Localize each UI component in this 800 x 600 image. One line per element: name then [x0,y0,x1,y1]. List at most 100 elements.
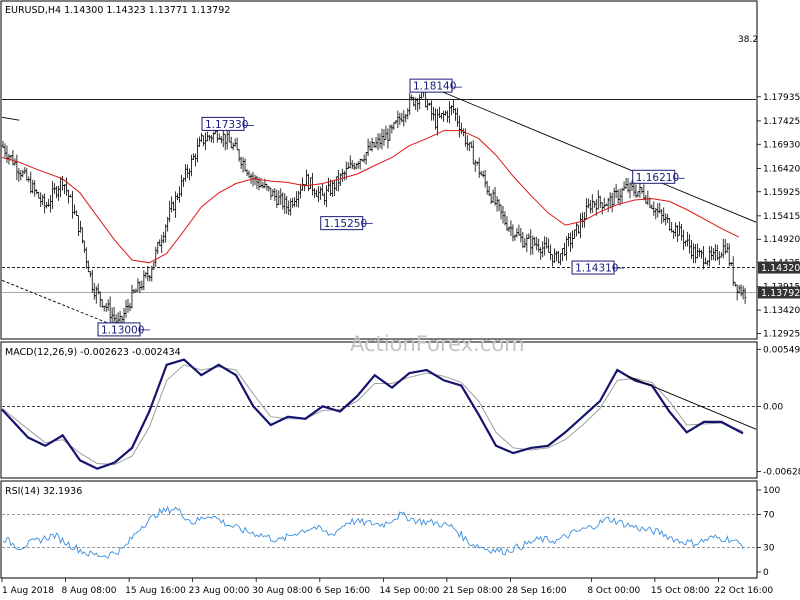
ohlc-bar [456,108,459,127]
ohlc-bar [442,111,445,122]
ohlc-bar [460,123,463,134]
ohlc-bar [555,251,558,262]
ohlc-bar [641,187,644,194]
ohlc-bar [29,172,32,194]
ohlc-bar [49,195,52,213]
ohlc-bar [718,251,721,265]
macd-y-tick-label: 0.00 [763,402,783,412]
ohlc-bar [20,170,23,180]
ohlc-bar [448,101,451,123]
trendline-stub [2,117,19,120]
ohlc-bar [311,173,314,195]
macd-panel-title: MACD(12,26,9) -0.002623 -0.002434 [5,347,181,358]
ohlc-bar [6,146,9,163]
ohlc-bar [238,149,241,162]
ohlc-bar [722,239,725,259]
ohlc-bar [478,158,481,178]
ohlc-bar [75,210,78,215]
ohlc-bar [440,113,443,119]
ohlc-bar [531,236,534,255]
ohlc-bar [466,135,469,150]
ohlc-bar [625,178,628,189]
ohlc-bar [347,162,350,169]
ohlc-bar [408,93,411,115]
macd-y-tick-label: -0.006282 [763,468,800,478]
ohlc-bar [728,243,731,266]
ohlc-bar [458,116,461,138]
ohlc-bar [403,110,406,126]
ohlc-bar [176,193,179,200]
ohlc-bar [508,226,511,232]
ohlc-bar [379,134,382,149]
ohlc-bar [406,108,409,119]
price-y-tick-label: 1.16930 [763,140,800,150]
ohlc-bar [647,191,650,206]
ohlc-bar [502,206,505,224]
rsi-panel-frame [1,481,757,578]
ohlc-bar [694,244,697,263]
ohlc-bar [244,159,247,172]
ohlc-bar [141,281,144,291]
x-tick-label: 6 Sep 16:00 [316,586,371,596]
ohlc-bar [154,247,157,267]
ohlc-bar [464,128,467,146]
ohlc-bar [262,182,265,189]
ohlc-bar [549,244,552,260]
ohlc-bar [404,114,407,123]
ohlc-bar [571,230,574,248]
ohlc-bar [601,202,604,214]
ohlc-bar [285,196,288,214]
ohlc-bar [240,157,243,169]
ohlc-bar [272,189,275,196]
ohlc-bar [145,272,148,278]
ohlc-bar [305,170,308,185]
ohlc-bar [381,129,384,150]
x-tick-label: 21 Sep 08:00 [443,586,503,596]
annotation-label: 1.13000 [98,323,150,337]
annotation-label: 1.16210 [633,170,685,184]
ohlc-bar [732,256,735,286]
ohlc-bar [39,192,42,207]
ohlc-bar [535,237,538,251]
ohlc-bar [186,165,189,179]
ohlc-bar [349,155,352,168]
ohlc-bar [45,202,48,209]
ohlc-bar [168,201,171,222]
ohlc-bar [653,201,656,216]
ohlc-bar [520,228,523,243]
annotation-label: 1.15250 [321,217,373,231]
ohlc-bar [158,239,161,246]
ohlc-bar [208,135,211,141]
ohlc-bar [250,173,253,183]
ohlc-bar [446,110,449,122]
macd-trendline [626,375,756,429]
ohlc-bar [692,243,695,263]
annotation-text: 1.18140 [413,81,456,93]
ohlc-bar [668,218,671,231]
ohlc-bar [468,143,471,152]
ohlc-bar [484,170,487,188]
ohlc-bar [4,143,7,157]
price-y-tick-label: 1.13420 [763,306,800,316]
ohlc-bar [436,109,439,135]
ohlc-bar [270,188,273,200]
ohlc-bar [430,101,433,121]
ohlc-bar [357,161,360,168]
ohlc-bar [133,289,136,294]
ohlc-bar [518,225,521,236]
ohlc-bar [254,175,257,185]
ohlc-bar [337,170,340,192]
price-y-tick-label: 1.15925 [763,188,800,198]
x-tick-label: 22 Oct 16:00 [714,586,773,596]
ohlc-bar [597,190,600,209]
ohlc-bar [287,200,290,215]
ohlc-bar [131,285,134,309]
ohlc-bar [712,248,715,260]
ohlc-bar [740,284,743,296]
ohlc-bar [537,239,540,253]
ohlc-bar [418,94,421,109]
ohlc-bar [319,187,322,200]
ohlc-bar [234,138,237,146]
price-y-tick-label: 1.17935 [763,93,800,103]
ohlc-bar [33,180,36,196]
